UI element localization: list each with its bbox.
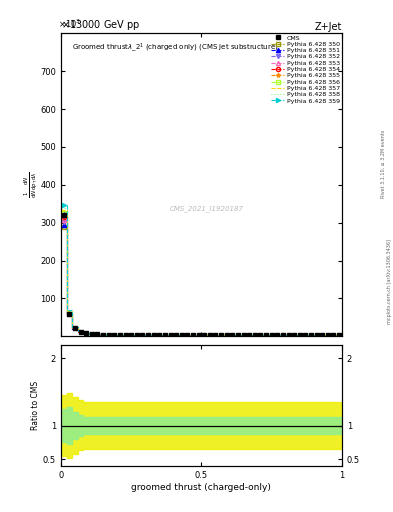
- Text: Rivet 3.1.10, ≥ 3.2M events: Rivet 3.1.10, ≥ 3.2M events: [381, 130, 386, 198]
- Text: $\times$13000 GeV pp: $\times$13000 GeV pp: [61, 18, 140, 32]
- Y-axis label: $\frac{1}{\mathrm{d}N}\frac{\mathrm{d}N}{\mathrm{d}p_\mathrm{T}\,\mathrm{d}\lamb: $\frac{1}{\mathrm{d}N}\frac{\mathrm{d}N}…: [22, 172, 39, 198]
- X-axis label: groomed thrust (charged-only): groomed thrust (charged-only): [132, 482, 271, 492]
- Text: CMS_2021_I1920187: CMS_2021_I1920187: [170, 206, 244, 212]
- Legend: CMS, Pythia 6.428 350, Pythia 6.428 351, Pythia 6.428 352, Pythia 6.428 353, Pyt: CMS, Pythia 6.428 350, Pythia 6.428 351,…: [271, 35, 340, 103]
- Text: $\times10^3$: $\times10^3$: [58, 18, 81, 30]
- Y-axis label: Ratio to CMS: Ratio to CMS: [31, 381, 40, 430]
- Text: Groomed thrust$\lambda\_2^1$ (charged only) (CMS jet substructure): Groomed thrust$\lambda\_2^1$ (charged on…: [72, 41, 279, 54]
- Text: mcplots.cern.ch [arXiv:1306.3436]: mcplots.cern.ch [arXiv:1306.3436]: [387, 239, 391, 324]
- Text: Z+Jet: Z+Jet: [314, 22, 342, 32]
